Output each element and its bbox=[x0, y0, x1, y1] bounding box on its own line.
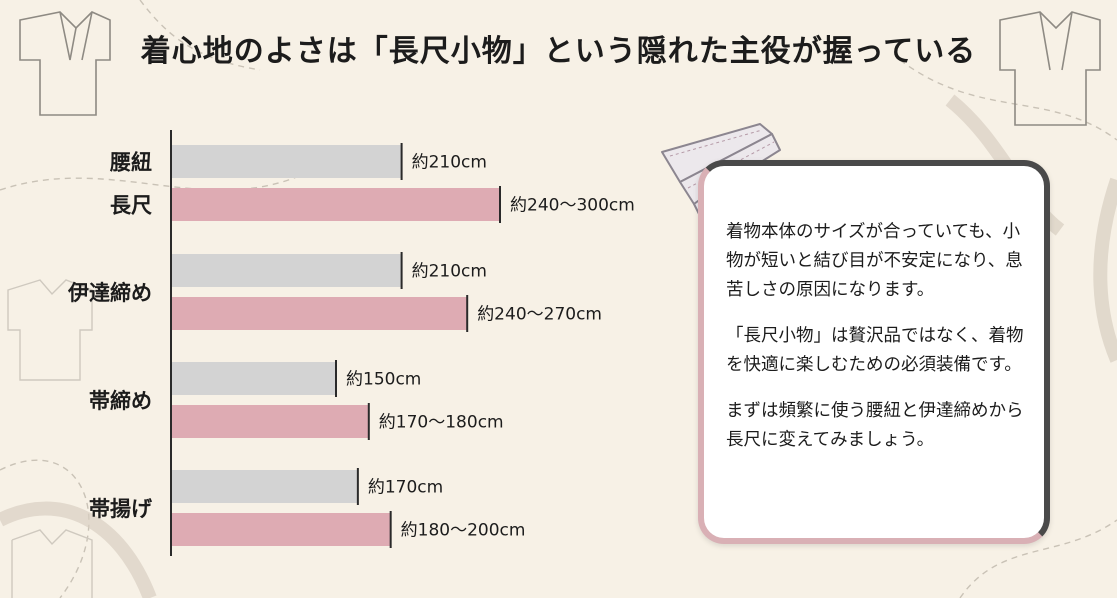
bar-standard-3 bbox=[172, 470, 358, 503]
data-label-long-3: 約180〜200cm bbox=[401, 521, 526, 541]
data-label-long-1: 約240〜270cm bbox=[477, 305, 602, 325]
data-label-long-2: 約170〜180cm bbox=[379, 413, 504, 433]
card-paragraph-1: 着物本体のサイズが合っていても、小物が短いと結び目が不安定になり、息苦しさの原因… bbox=[726, 222, 1023, 300]
data-label-standard-2: 約150cm bbox=[346, 370, 421, 390]
bar-long-2 bbox=[172, 405, 369, 438]
bar-long-3 bbox=[172, 513, 391, 546]
category-label-0: 腰紐 bbox=[109, 151, 152, 175]
data-label-long-0: 約240〜300cm bbox=[510, 196, 635, 216]
card-paragraph-2: 「長尺小物」は贅沢品ではなく、着物を快適に楽しむための必須装備です。 bbox=[726, 326, 1024, 375]
bar-standard-0 bbox=[172, 145, 402, 178]
category-label-1: 伊達締め bbox=[67, 281, 152, 305]
data-label-standard-0: 約210cm bbox=[412, 153, 487, 173]
bar-long-0 bbox=[172, 188, 500, 221]
card-paragraph-3: まずは頻繁に使う腰紐と伊達締めから長尺に変えてみましょう。 bbox=[726, 401, 1024, 450]
page-title: 着心地のよさは「長尺小物」という隠れた主役が握っている bbox=[140, 34, 977, 69]
bar-standard-2 bbox=[172, 362, 336, 395]
bar-long-1 bbox=[172, 297, 468, 330]
explanation-card: 着物本体のサイズが合っていても、小物が短いと結び目が不安定になり、息苦しさの原因… bbox=[698, 160, 1050, 544]
data-label-standard-3: 約170cm bbox=[368, 478, 443, 498]
bar-standard-1 bbox=[172, 254, 402, 287]
category-label-long: 長尺 bbox=[110, 194, 152, 218]
category-label-3: 帯揚げ bbox=[89, 497, 153, 521]
data-label-standard-1: 約210cm bbox=[412, 262, 487, 282]
category-label-2: 帯締め bbox=[89, 389, 152, 413]
